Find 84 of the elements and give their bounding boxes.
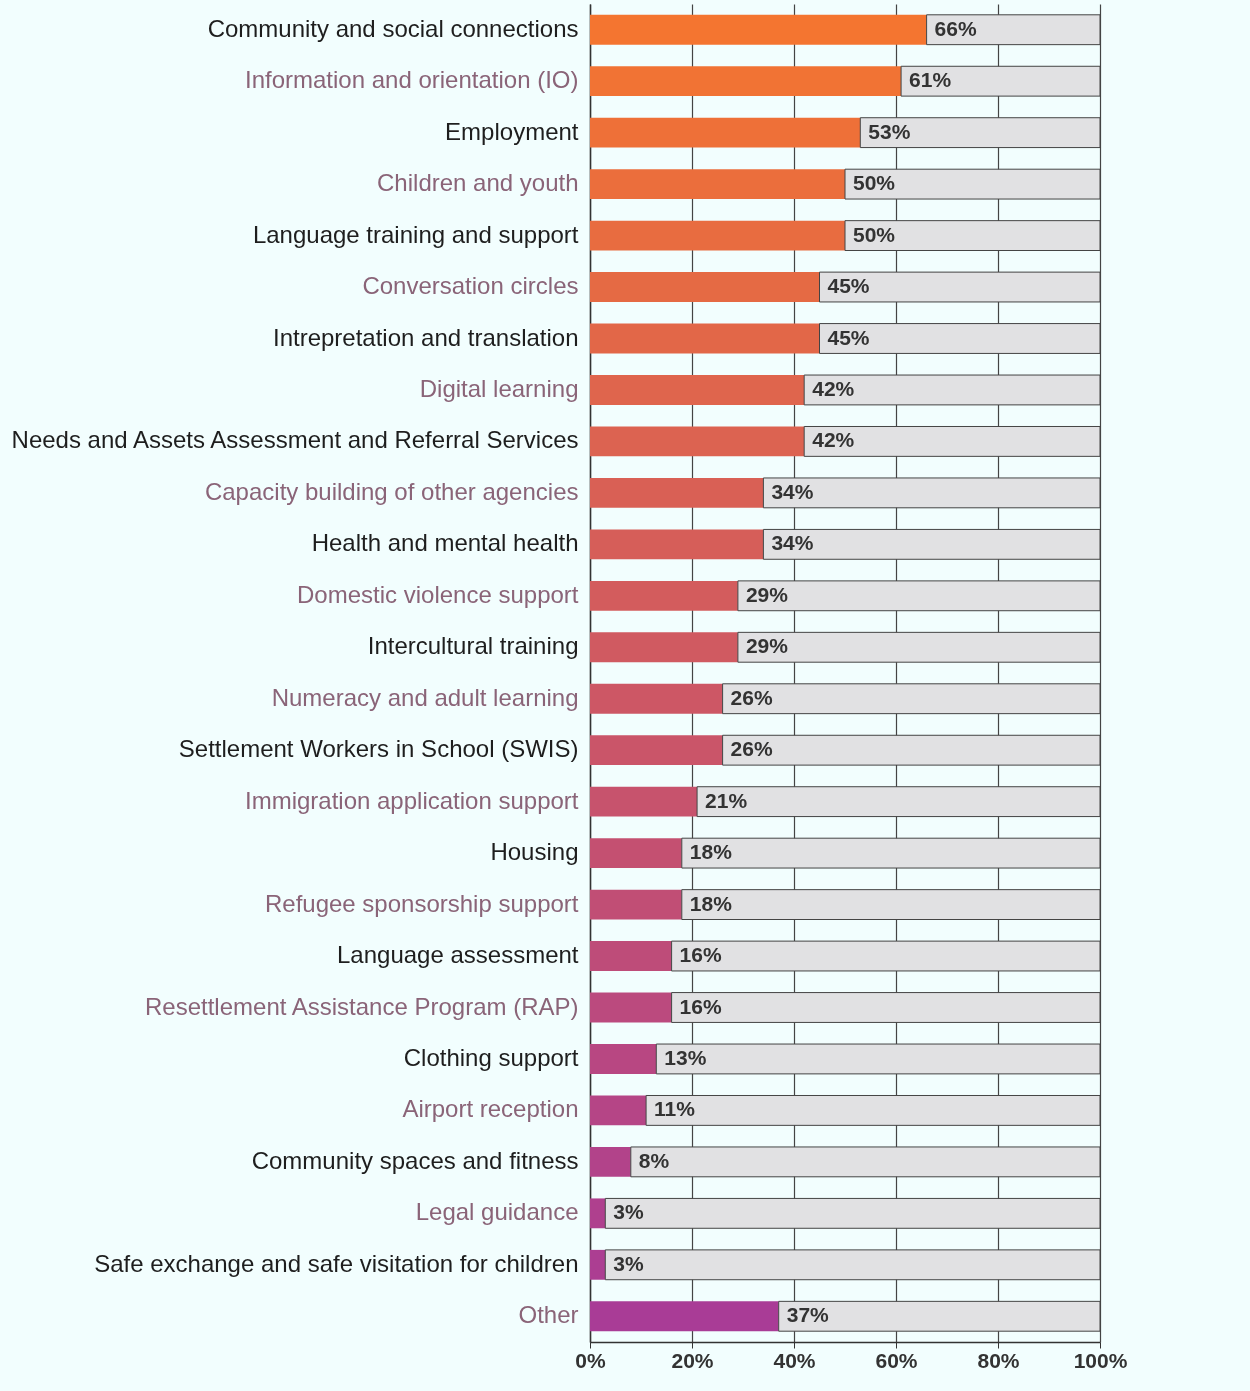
- y-tick-label: Health and mental health: [311, 529, 579, 557]
- bar: [590, 426, 805, 457]
- y-tick-label: Housing: [490, 838, 579, 866]
- x-tick-label: 20%: [671, 1348, 714, 1372]
- bar: [590, 66, 902, 97]
- bar: [590, 1095, 647, 1126]
- data-label: 29%: [745, 582, 789, 606]
- y-tick-label: Intercultural training: [367, 632, 579, 660]
- y-tick-label: Conversation circles: [362, 272, 579, 300]
- bar: [590, 1044, 657, 1074]
- bar: [590, 375, 805, 405]
- y-tick-label: Resettlement Assistance Program (RAP): [145, 992, 579, 1020]
- y-tick-label: Numeracy and adult learning: [271, 683, 579, 711]
- data-label: 66%: [934, 16, 977, 40]
- bar: [590, 735, 723, 766]
- data-label: 45%: [827, 274, 870, 298]
- x-tick-label: 0%: [575, 1348, 606, 1372]
- data-label: 16%: [679, 994, 722, 1018]
- y-tick-label: Digital learning: [419, 374, 579, 402]
- x-tick-label: 60%: [875, 1348, 918, 1372]
- bar: [590, 632, 738, 663]
- y-tick-label: Employment: [445, 117, 579, 145]
- data-label: 50%: [853, 171, 896, 195]
- data-label: 26%: [730, 685, 773, 709]
- bar: [590, 529, 764, 560]
- y-tick-label: Language training and support: [252, 220, 579, 248]
- y-tick-label: Intrepretation and translation: [272, 323, 579, 351]
- data-label: 42%: [812, 376, 855, 400]
- y-tick-label: Needs and Assets Assessment and Referral Services: [11, 426, 579, 454]
- data-label: 42%: [812, 428, 855, 452]
- data-label: 3%: [613, 1200, 644, 1224]
- data-label: 37%: [786, 1303, 830, 1327]
- data-label: 26%: [730, 737, 773, 761]
- y-tick-label: Clothing support: [403, 1043, 579, 1071]
- y-tick-label: Capacity building of other agencies: [204, 477, 579, 505]
- data-label: 34%: [771, 531, 814, 555]
- data-label: 34%: [771, 479, 814, 503]
- bar: [590, 14, 927, 45]
- bar: [590, 220, 845, 251]
- data-label: 21%: [705, 788, 748, 812]
- y-tick-label: Legal guidance: [415, 1198, 579, 1226]
- bar: [590, 1249, 606, 1280]
- bar: [590, 580, 738, 611]
- data-label: 13%: [664, 1045, 707, 1069]
- y-tick-label: Safe exchange and safe visitation for children: [94, 1249, 579, 1277]
- data-label: 53%: [868, 119, 911, 143]
- y-tick-label: Domestic violence support: [297, 580, 579, 608]
- bar: [590, 683, 723, 714]
- bar: [590, 889, 682, 920]
- y-tick-label: Community and social connections: [207, 14, 579, 42]
- bar: [590, 992, 672, 1023]
- data-label: 50%: [853, 222, 896, 246]
- bar: [590, 786, 698, 817]
- bar: [590, 941, 672, 971]
- bar: [590, 477, 764, 508]
- bar: [590, 323, 820, 354]
- x-tick-label: 100%: [1073, 1348, 1128, 1372]
- bar: [590, 1146, 631, 1177]
- y-tick-label: Airport reception: [402, 1095, 579, 1123]
- data-label: 18%: [689, 840, 733, 864]
- x-tick-label: 80%: [977, 1348, 1020, 1372]
- y-tick-label: Refugee sponsorship support: [264, 889, 579, 917]
- bar: [590, 272, 820, 302]
- bar: [590, 117, 861, 148]
- bar: [590, 838, 682, 869]
- x-tick-label: 40%: [773, 1348, 816, 1372]
- data-label: 45%: [827, 325, 870, 349]
- data-label: 61%: [909, 68, 952, 92]
- y-tick-label: Immigration application support: [244, 786, 579, 814]
- data-label: 3%: [613, 1251, 644, 1275]
- y-tick-label: Information and orientation (IO): [244, 66, 579, 94]
- data-label: 18%: [689, 891, 733, 915]
- data-label: 16%: [679, 943, 722, 967]
- y-tick-label: Other: [518, 1301, 579, 1329]
- y-tick-label: Language assessment: [337, 941, 579, 969]
- bar: [590, 169, 845, 200]
- data-label: 11%: [654, 1097, 696, 1121]
- bar: [590, 1301, 779, 1332]
- y-tick-label: Settlement Workers in School (SWIS): [178, 735, 579, 763]
- y-tick-label: Community spaces and fitness: [251, 1146, 579, 1174]
- data-label: 29%: [745, 634, 789, 658]
- data-label: 8%: [638, 1148, 670, 1172]
- bar: [590, 1198, 606, 1229]
- y-tick-label: Children and youth: [377, 169, 579, 197]
